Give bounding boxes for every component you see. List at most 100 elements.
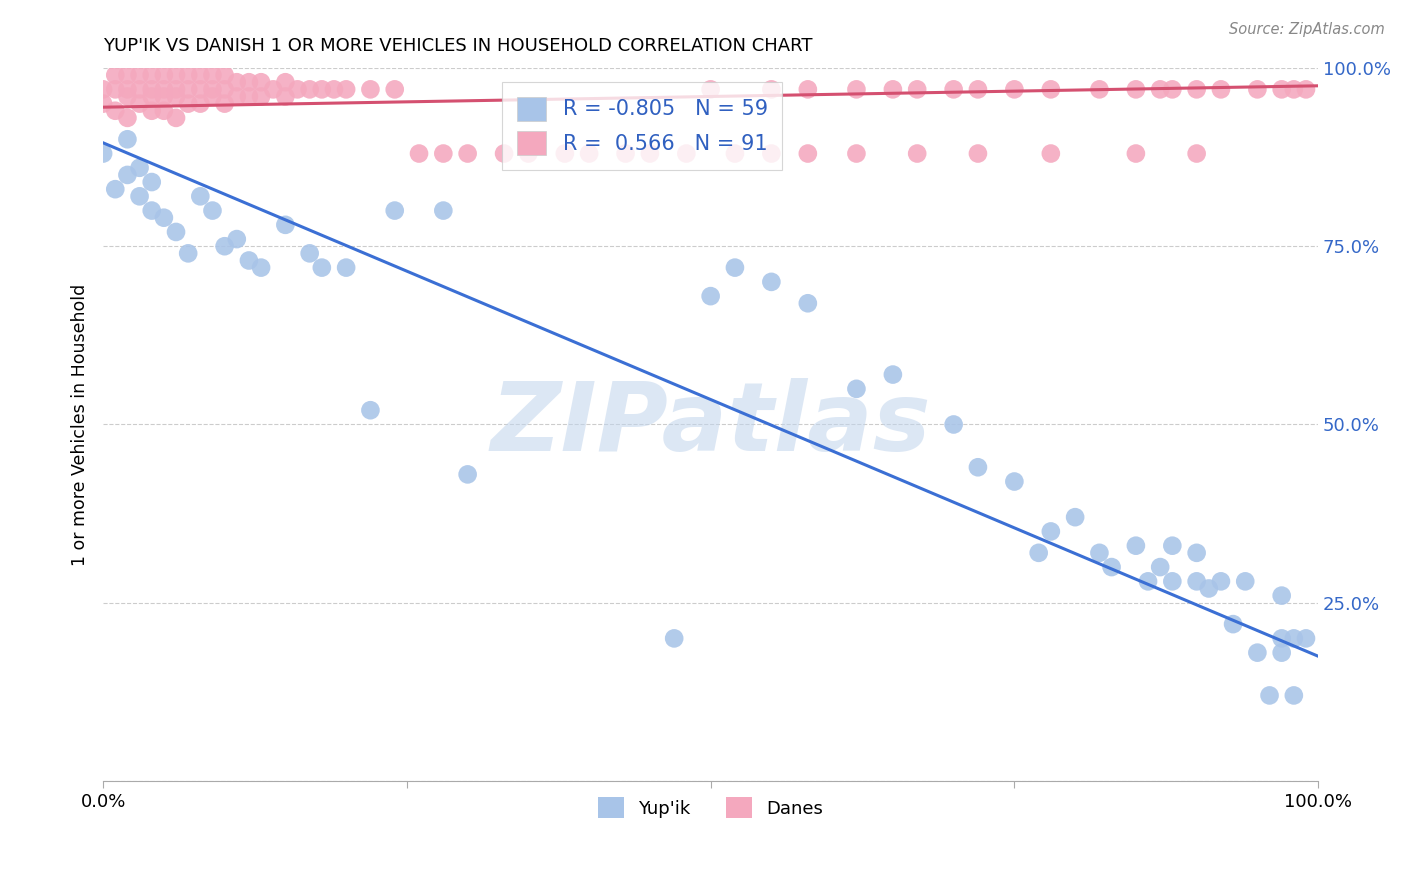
Point	[1039, 524, 1062, 539]
Point	[1282, 82, 1305, 96]
Point	[882, 368, 904, 382]
Point	[335, 82, 357, 96]
Point	[761, 146, 783, 161]
Point	[1028, 546, 1050, 560]
Point	[141, 82, 163, 96]
Text: YUP'IK VS DANISH 1 OR MORE VEHICLES IN HOUSEHOLD CORRELATION CHART: YUP'IK VS DANISH 1 OR MORE VEHICLES IN H…	[103, 37, 813, 55]
Point	[1295, 632, 1317, 646]
Point	[724, 260, 747, 275]
Point	[91, 96, 114, 111]
Point	[942, 417, 965, 432]
Text: ZIPatlas: ZIPatlas	[491, 378, 931, 471]
Point	[638, 146, 661, 161]
Point	[141, 89, 163, 103]
Point	[298, 246, 321, 260]
Point	[1101, 560, 1123, 574]
Point	[1185, 82, 1208, 96]
Point	[1185, 574, 1208, 589]
Point	[384, 203, 406, 218]
Point	[153, 89, 176, 103]
Point	[177, 96, 200, 111]
Point	[1064, 510, 1087, 524]
Point	[225, 75, 247, 89]
Point	[117, 168, 139, 182]
Point	[1137, 574, 1160, 589]
Point	[153, 211, 176, 225]
Point	[274, 218, 297, 232]
Point	[165, 225, 187, 239]
Point	[214, 96, 236, 111]
Point	[457, 467, 479, 482]
Point	[845, 382, 868, 396]
Point	[323, 82, 346, 96]
Point	[104, 182, 127, 196]
Point	[153, 103, 176, 118]
Point	[1209, 574, 1232, 589]
Point	[250, 75, 273, 89]
Point	[967, 460, 990, 475]
Point	[845, 82, 868, 96]
Point	[882, 82, 904, 96]
Point	[188, 82, 211, 96]
Point	[141, 103, 163, 118]
Point	[91, 82, 114, 96]
Point	[188, 189, 211, 203]
Point	[1125, 539, 1147, 553]
Point	[905, 146, 928, 161]
Point	[554, 146, 576, 161]
Point	[225, 89, 247, 103]
Point	[1161, 574, 1184, 589]
Point	[214, 68, 236, 82]
Point	[1198, 582, 1220, 596]
Point	[201, 89, 224, 103]
Point	[761, 275, 783, 289]
Point	[165, 111, 187, 125]
Point	[250, 89, 273, 103]
Point	[238, 89, 260, 103]
Point	[1002, 475, 1025, 489]
Point	[1234, 574, 1257, 589]
Point	[1088, 546, 1111, 560]
Point	[494, 146, 516, 161]
Point	[942, 82, 965, 96]
Point	[845, 146, 868, 161]
Point	[967, 82, 990, 96]
Point	[1282, 632, 1305, 646]
Point	[188, 68, 211, 82]
Point	[1246, 646, 1268, 660]
Point	[128, 96, 150, 111]
Point	[675, 146, 697, 161]
Point	[238, 253, 260, 268]
Point	[311, 82, 333, 96]
Point	[359, 403, 381, 417]
Point	[274, 89, 297, 103]
Point	[1271, 646, 1294, 660]
Point	[457, 146, 479, 161]
Point	[664, 632, 686, 646]
Point	[384, 82, 406, 96]
Point	[1271, 82, 1294, 96]
Point	[432, 203, 454, 218]
Point	[214, 82, 236, 96]
Point	[128, 161, 150, 175]
Point	[177, 82, 200, 96]
Point	[117, 111, 139, 125]
Point	[1246, 82, 1268, 96]
Point	[104, 103, 127, 118]
Legend: Yup'ik, Danes: Yup'ik, Danes	[591, 790, 830, 825]
Point	[91, 146, 114, 161]
Point	[287, 82, 309, 96]
Y-axis label: 1 or more Vehicles in Household: 1 or more Vehicles in Household	[72, 284, 89, 566]
Point	[1039, 82, 1062, 96]
Point	[201, 82, 224, 96]
Point	[432, 146, 454, 161]
Point	[201, 68, 224, 82]
Text: Source: ZipAtlas.com: Source: ZipAtlas.com	[1229, 22, 1385, 37]
Point	[967, 146, 990, 161]
Point	[1258, 689, 1281, 703]
Point	[724, 146, 747, 161]
Point	[1161, 539, 1184, 553]
Point	[1149, 560, 1171, 574]
Point	[165, 82, 187, 96]
Point	[335, 260, 357, 275]
